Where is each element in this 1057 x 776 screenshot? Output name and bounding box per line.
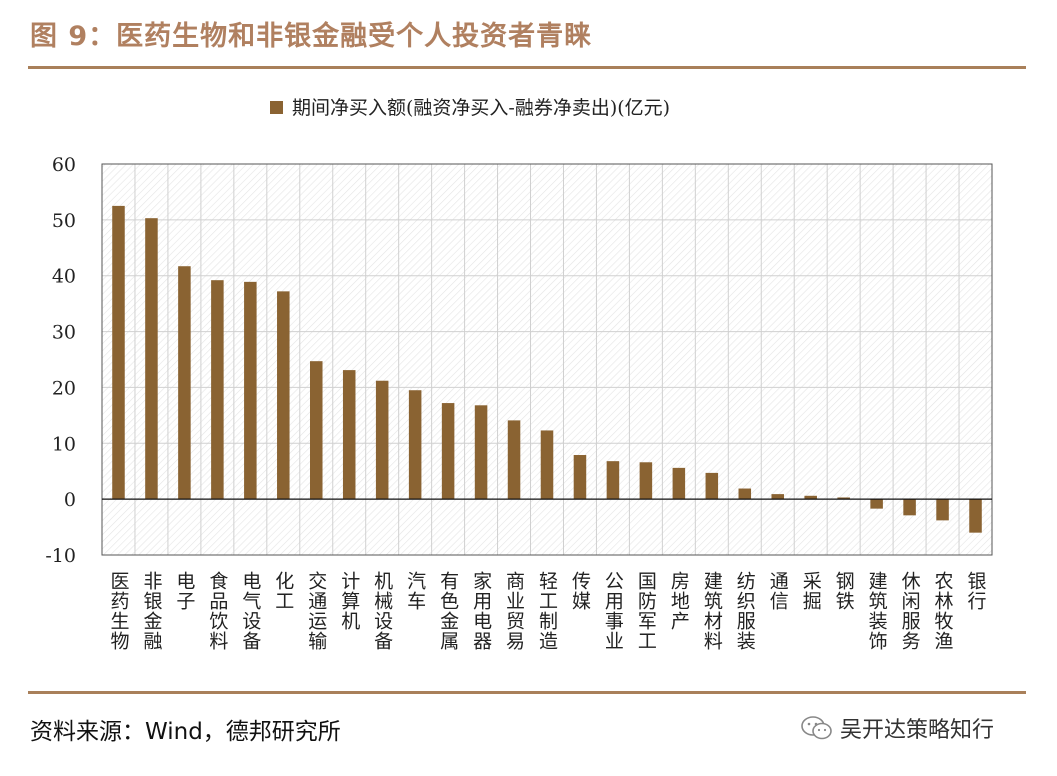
bar: [804, 495, 817, 500]
x-tick-label: 休闲服务: [899, 571, 921, 651]
bar: [309, 361, 323, 500]
x-tick-label: 食品饮料: [206, 571, 228, 651]
bar: [969, 499, 982, 533]
legend-label: 期间净买入额(融资净买入-融券净卖出)(亿元): [292, 97, 670, 119]
bar: [112, 205, 125, 500]
bar: [408, 390, 422, 500]
wechat-icon: [801, 716, 832, 740]
bar: [705, 472, 719, 500]
bar: [606, 461, 620, 500]
x-tick-label: 国防军工: [635, 571, 657, 651]
legend: 期间净买入额(融资净买入-融券净卖出)(亿元): [270, 97, 670, 119]
bar: [375, 380, 389, 500]
x-tick-label: 钢铁: [833, 571, 855, 611]
y-tick-label: 50: [52, 210, 76, 232]
x-tick-label: 通信: [767, 571, 789, 611]
x-tick-label: 化工: [272, 571, 294, 611]
x-tick-label: 家用电器: [470, 571, 492, 651]
x-tick-label: 传媒: [569, 571, 591, 611]
source-note: 资料来源：Wind，德邦研究所: [30, 719, 341, 745]
bar: [672, 467, 686, 500]
bar: [540, 430, 554, 500]
x-tick-label: 银行: [965, 571, 987, 611]
x-tick-label: 建筑材料: [701, 571, 723, 651]
x-tick-label: 房地产: [668, 571, 690, 631]
y-tick-label: 20: [52, 377, 76, 399]
x-tick-label: 农林牧渔: [932, 571, 954, 651]
bar: [903, 499, 916, 516]
bar: [342, 370, 356, 500]
x-tick-label: 汽车: [404, 571, 426, 611]
figure-title: 图 9：医药生物和非银金融受个人投资者青睐: [30, 21, 593, 52]
top-divider: [28, 66, 1026, 69]
bar: [507, 420, 521, 500]
x-tick-label: 电子: [173, 571, 195, 611]
bar-chart: 60 50 40 30 20 10 0 -10 医药生物 非银金融 电子 食品饮料 电气设备 化工 交通运输…: [45, 97, 993, 651]
bar: [573, 455, 587, 500]
y-tick-label: -10: [45, 545, 76, 567]
y-tick-label: 30: [52, 322, 76, 344]
x-tick-label: 非银金融: [140, 571, 162, 651]
bottom-divider: [28, 691, 1026, 694]
bar: [277, 291, 290, 500]
watermark-text: 吴开达策略知行: [840, 718, 995, 743]
x-tick-label: 有色金属: [437, 571, 459, 651]
x-tick-label: 采掘: [800, 571, 822, 611]
x-tick-label: 机械设备: [371, 571, 393, 651]
bar: [771, 494, 785, 500]
x-tick-label: 交通运输: [305, 571, 327, 651]
x-tick-label: 计算机: [338, 571, 360, 631]
y-tick-label: 0: [64, 489, 76, 511]
x-tick-label: 纺织服装: [734, 571, 756, 651]
bar: [145, 218, 158, 500]
y-tick-label: 40: [52, 266, 76, 288]
x-tick-label: 医药生物: [107, 571, 129, 651]
x-tick-label: 商业贸易: [503, 571, 525, 651]
legend-swatch: [270, 101, 283, 114]
x-tick-label: 轻工制造: [536, 571, 558, 651]
bar: [837, 497, 850, 500]
y-tick-label: 10: [52, 433, 76, 455]
x-tick-label: 电气设备: [239, 571, 261, 651]
bar: [244, 281, 257, 500]
bar: [211, 280, 224, 500]
bar: [178, 266, 191, 500]
x-tick-label: 建筑装饰: [866, 571, 888, 651]
x-tick-label: 公用事业: [602, 571, 624, 651]
bar: [870, 499, 883, 509]
bar: [639, 462, 653, 500]
bar: [936, 499, 949, 521]
plot-border: [101, 163, 993, 556]
bar: [441, 403, 455, 500]
bar: [738, 488, 752, 500]
y-tick-label: 60: [52, 154, 76, 176]
watermark: 吴开达策略知行: [800, 712, 994, 744]
bar: [474, 405, 488, 500]
